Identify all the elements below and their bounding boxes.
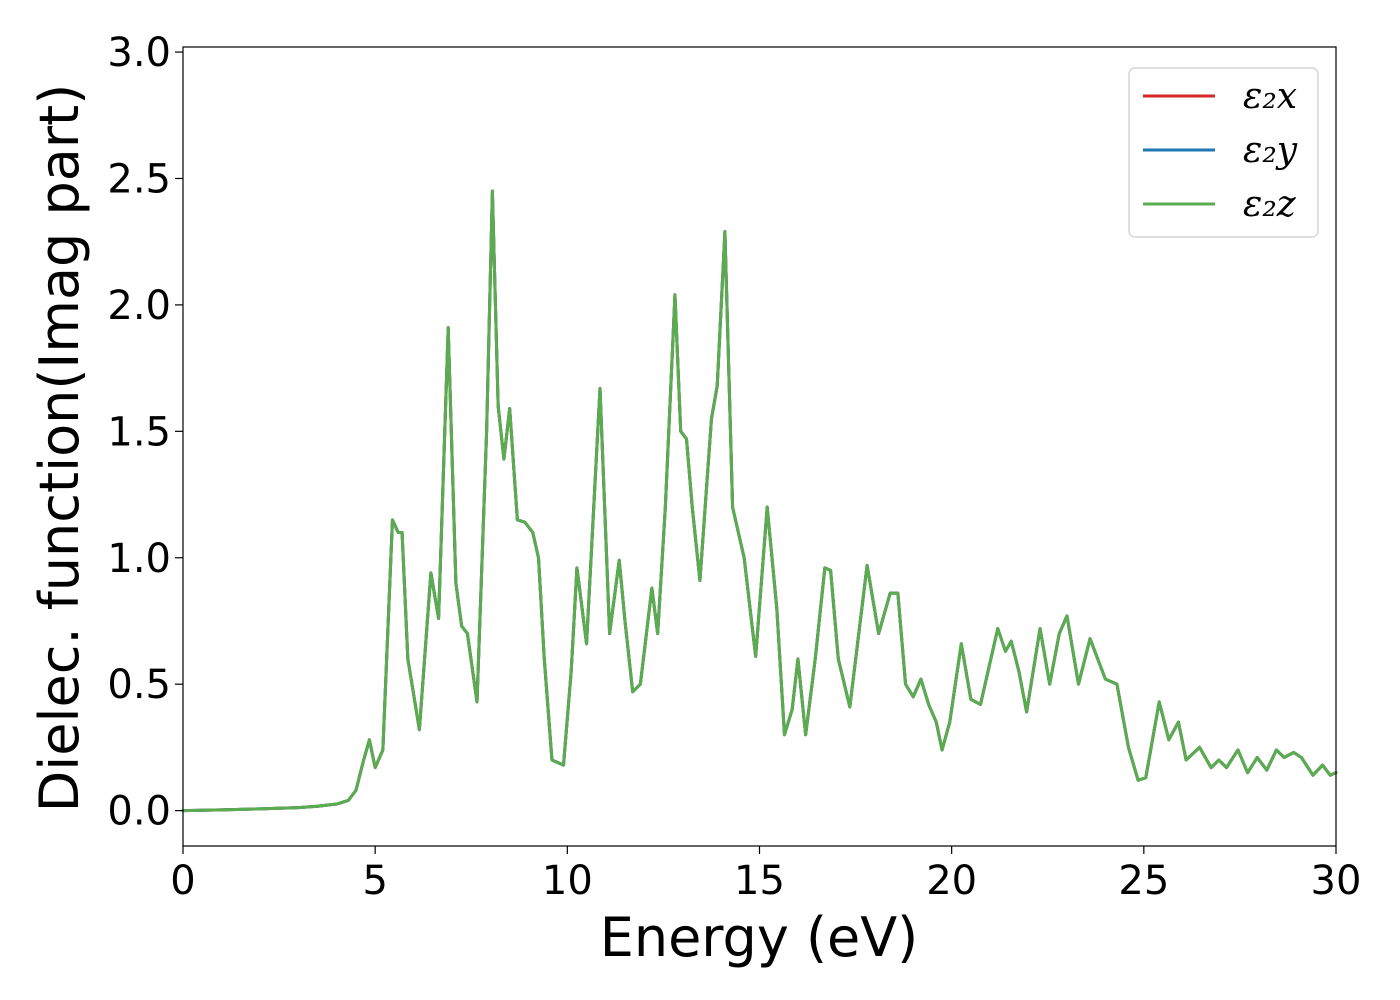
legend-box bbox=[1128, 67, 1319, 238]
legend: ε₂x ε₂y ε₂z bbox=[1128, 67, 1319, 238]
y-tick-label: 2.5 bbox=[107, 156, 171, 202]
y-tick-label: 1.5 bbox=[107, 409, 171, 455]
x-tick-label: 5 bbox=[362, 858, 387, 904]
series-line-2 bbox=[181, 189, 1338, 813]
y-axis-ticks: 0.0 0.5 1.0 1.5 2.0 2.5 3.0 bbox=[107, 30, 183, 835]
x-tick-label: 25 bbox=[1118, 858, 1169, 904]
x-tick-label: 30 bbox=[1311, 858, 1362, 904]
x-axis-label: Energy (eV) bbox=[600, 906, 919, 969]
legend-label-0: ε₂x bbox=[1243, 76, 1297, 117]
y-tick-label: 1.0 bbox=[107, 536, 171, 582]
x-tick-label: 20 bbox=[926, 858, 977, 904]
x-tick-label: 0 bbox=[170, 858, 195, 904]
legend-label-1: ε₂y bbox=[1243, 130, 1298, 171]
y-tick-label: 2.0 bbox=[107, 283, 171, 329]
y-tick-label: 0.0 bbox=[107, 789, 171, 835]
legend-label-2: ε₂z bbox=[1243, 184, 1297, 225]
series-layer bbox=[181, 189, 1338, 813]
y-tick-label: 0.5 bbox=[107, 662, 171, 708]
y-axis-label: Dielec. function(Imag part) bbox=[28, 84, 91, 813]
x-tick-label: 10 bbox=[542, 858, 593, 904]
x-axis-ticks: 0 5 10 15 20 25 30 bbox=[170, 846, 1361, 904]
x-tick-label: 15 bbox=[734, 858, 785, 904]
y-tick-label: 3.0 bbox=[107, 30, 171, 76]
